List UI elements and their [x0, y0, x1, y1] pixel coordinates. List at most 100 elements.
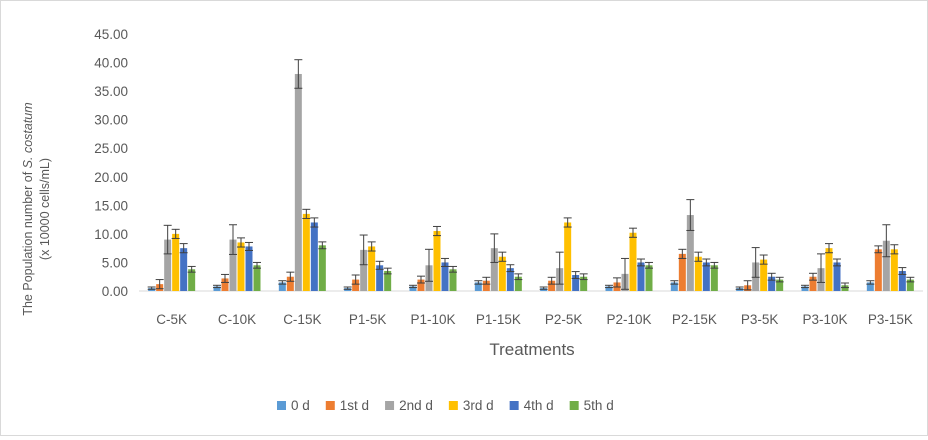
legend-item-2ndd: 2nd d: [385, 398, 433, 413]
bar-P3-15K-5thd: [906, 279, 914, 291]
bars-group: [147, 59, 915, 291]
bar-group-C-10K: [213, 224, 261, 291]
legend-label: 5th d: [584, 398, 614, 413]
y-axis-title-prefix: The Population number of: [21, 168, 35, 315]
x-tick-label: P3-10K: [802, 312, 847, 327]
legend-label: 1st d: [340, 398, 369, 413]
legend-swatch: [509, 401, 519, 410]
legend-label: 0 d: [291, 398, 310, 413]
bar-group-P1-10K: [409, 225, 457, 291]
bar-P2-5K-5thd: [580, 276, 588, 291]
bar-P3-15K-1std: [874, 249, 882, 291]
bar-P2-15K-3rdd: [694, 256, 702, 291]
bar-C-15K-4thd: [310, 222, 318, 291]
bar-C-15K-3rdd: [302, 213, 310, 291]
bar-P3-10K-5thd: [841, 285, 849, 291]
bar-P1-5K-3rdd: [368, 246, 376, 291]
x-tick-label: P2-15K: [672, 312, 717, 327]
bar-P1-5K-1std: [352, 279, 360, 291]
legend-item-0d: 0 d: [277, 398, 310, 413]
bar-P2-10K-0d: [605, 286, 613, 291]
bar-P3-15K-4thd: [898, 271, 906, 291]
bar-P3-10K-4thd: [833, 262, 841, 291]
y-tick-label: 35.00: [94, 84, 128, 99]
bar-P3-10K-3rdd: [825, 248, 833, 291]
legend-swatch: [325, 401, 335, 410]
bar-C-15K-0d: [278, 282, 286, 291]
x-tick-label: C-10K: [218, 312, 256, 327]
bar-C-10K-0d: [213, 286, 221, 291]
bar-P1-10K-5thd: [449, 269, 457, 291]
bar-P3-5K-5thd: [776, 279, 784, 291]
bar-P1-5K-2ndd: [360, 249, 368, 291]
legend-swatch: [569, 401, 579, 410]
x-tick-label: P3-5K: [741, 312, 779, 327]
y-tick-label: 40.00: [94, 56, 128, 71]
x-tick-label: C-5K: [156, 312, 187, 327]
bar-C-10K-3rdd: [237, 242, 245, 291]
y-axis-title-species: S. costatum: [21, 102, 35, 168]
bar-P1-10K-4thd: [441, 262, 449, 291]
bar-P3-5K-3rdd: [760, 259, 768, 291]
bar-P1-10K-0d: [409, 286, 417, 291]
bar-P2-10K-4thd: [637, 262, 645, 291]
bar-P2-15K-4thd: [702, 262, 710, 291]
bar-group-P3-15K: [866, 224, 915, 291]
bar-group-P1-15K: [474, 233, 523, 291]
bar-group-P3-5K: [735, 247, 784, 291]
bar-P3-5K-4thd: [768, 276, 776, 291]
bar-P2-5K-3rdd: [564, 222, 572, 291]
bar-P1-15K-3rdd: [498, 256, 506, 291]
x-tick-label: P1-5K: [349, 312, 387, 327]
bar-P3-15K-2ndd: [882, 240, 890, 291]
bar-P1-15K-2ndd: [490, 248, 498, 291]
bar-P1-10K-1std: [417, 279, 425, 291]
bar-P2-10K-3rdd: [629, 232, 637, 291]
bar-C-5K-4thd: [180, 248, 188, 291]
legend-swatch: [277, 401, 286, 410]
y-axis-title-line1: The Population number of S. costatum: [21, 102, 35, 315]
x-tick-label: P2-5K: [545, 312, 583, 327]
y-tick-label: 0.00: [102, 284, 128, 299]
bar-P2-5K-1std: [548, 280, 556, 291]
legend-label: 3rd d: [463, 398, 494, 413]
y-axis-ticks: 0.00 5.00 10.00 15.00 20.00 25.00 30.00 35.00 40…: [94, 27, 128, 299]
y-tick-label: 10.00: [94, 227, 128, 242]
bar-C-5K-2ndd: [164, 239, 172, 291]
x-tick-label: P3-15K: [868, 312, 913, 327]
y-axis-title: The Population number of S. costatum (x …: [21, 102, 52, 315]
bar-P1-15K-5thd: [514, 276, 522, 291]
bar-P1-5K-5thd: [384, 271, 392, 291]
bar-C-10K-5thd: [253, 265, 261, 291]
bar-C-10K-4thd: [245, 246, 253, 291]
bar-group-P3-10K: [801, 243, 849, 291]
y-axis-title-units: (x 10000 cells/mL): [38, 158, 52, 260]
bar-P1-15K-0d: [474, 282, 482, 291]
bar-P3-15K-0d: [866, 282, 874, 291]
bar-C-5K-5thd: [188, 269, 196, 291]
legend-item-4thd: 4th d: [509, 398, 554, 413]
bar-P3-10K-1std: [809, 276, 817, 291]
bar-C-15K-1std: [286, 276, 294, 291]
x-tick-label: C-15K: [283, 312, 321, 327]
y-tick-label: 25.00: [94, 141, 128, 156]
y-tick-label: 5.00: [102, 255, 128, 270]
bar-P3-15K-3rdd: [890, 249, 898, 291]
legend-swatch: [385, 401, 395, 410]
bar-C-5K-3rdd: [172, 233, 180, 291]
bar-P3-10K-0d: [801, 286, 809, 291]
bar-P2-15K-0d: [670, 282, 678, 291]
x-axis-ticks: C-5K C-10K C-15K P1-5K P1-10K P1-15K P2-5K P2-1…: [156, 312, 913, 327]
bar-C-15K-2ndd: [294, 73, 302, 291]
y-tick-label: 30.00: [94, 113, 128, 128]
bar-C-10K-2ndd: [229, 239, 237, 291]
legend-swatch: [448, 401, 458, 410]
bar-C-15K-5thd: [318, 245, 326, 291]
bar-P1-10K-3rdd: [433, 231, 441, 291]
legend-item-3rdd: 3rd d: [448, 398, 494, 413]
legend-label: 2nd d: [399, 398, 433, 413]
y-tick-label: 45.00: [94, 27, 128, 42]
x-axis-title: Treatments: [489, 340, 574, 359]
